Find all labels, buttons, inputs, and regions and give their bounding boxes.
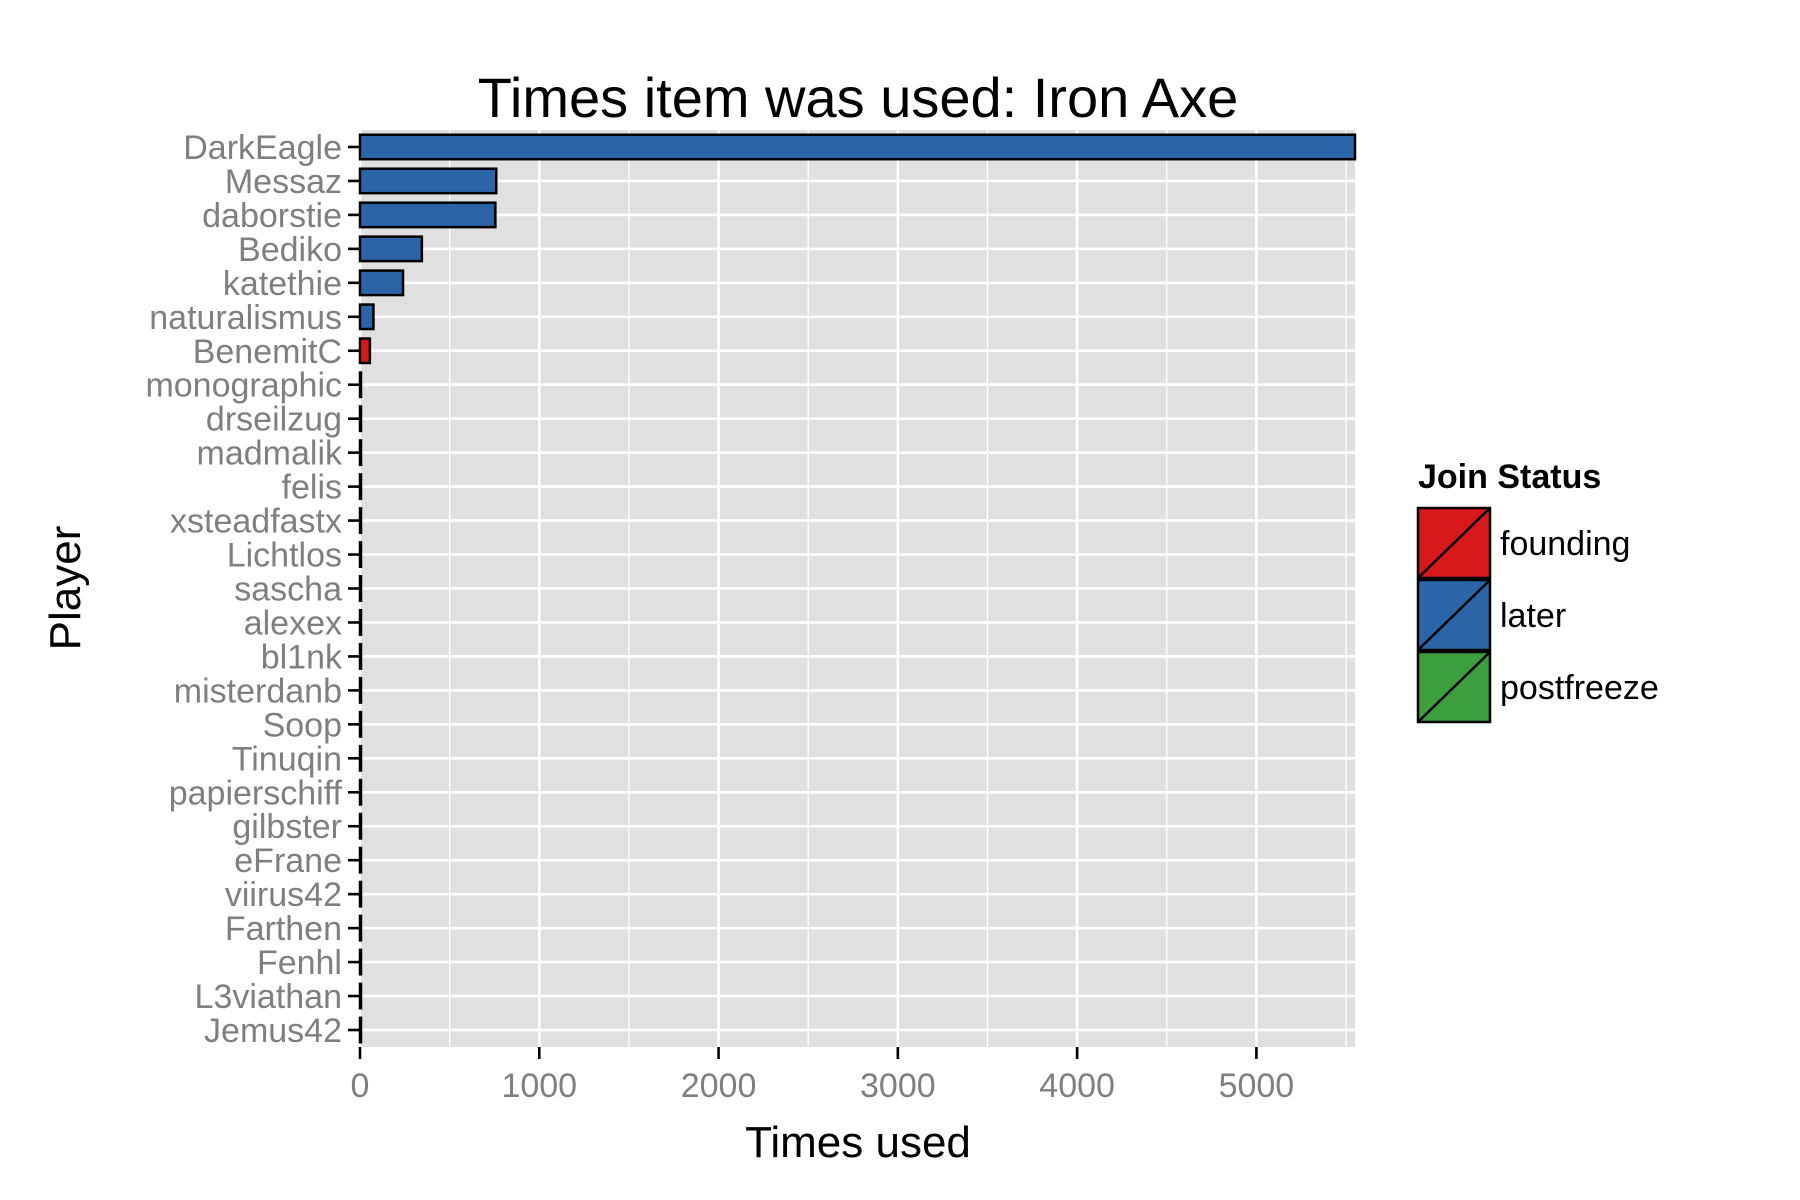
bar-Jemus42 <box>358 1016 363 1044</box>
bar-viirus42 <box>358 880 363 908</box>
legend-label: founding <box>1500 525 1630 563</box>
y-tick-label: drseilzug <box>206 401 342 439</box>
y-tick-label: felis <box>282 469 342 507</box>
bar-Soop <box>358 710 363 738</box>
y-tick-label: madmalik <box>197 435 343 473</box>
bar-naturalismus <box>358 303 375 331</box>
legend-label: later <box>1500 597 1566 635</box>
legend-title: Join Status <box>1418 458 1601 496</box>
bar-eFrane <box>358 846 363 874</box>
bar-Bediko <box>358 235 424 263</box>
y-tick-label: Bediko <box>238 231 342 269</box>
y-tick-label: naturalismus <box>149 299 342 337</box>
bar-madmalik <box>358 439 363 467</box>
y-tick-label: daborstie <box>202 197 342 235</box>
y-tick-label: misterdanb <box>174 672 342 710</box>
legend-key-slash <box>1417 507 1491 579</box>
x-tick-label: 3000 <box>860 1067 936 1105</box>
bar-bl1nk <box>358 642 363 670</box>
legend-label: postfreeze <box>1500 669 1659 707</box>
x-tick-label: 4000 <box>1039 1067 1115 1105</box>
bar-Messaz <box>358 167 498 195</box>
bar-BenemitC <box>358 337 372 365</box>
legend-key-slash <box>1417 651 1491 723</box>
bar-DarkEagle <box>358 133 1357 161</box>
y-tick-label: Soop <box>263 706 342 744</box>
y-tick-label: L3viathan <box>195 978 342 1016</box>
bar-papierschiff <box>358 778 363 806</box>
y-tick-label: alexex <box>244 604 342 642</box>
y-tick-label: Lichtlos <box>227 537 342 575</box>
x-axis: 0 1000 2000 3000 4000 5000 <box>351 1047 1295 1105</box>
grid-lines <box>358 130 1355 1047</box>
y-tick-label: Fenhl <box>257 944 342 982</box>
bar-Lichtlos <box>358 541 363 569</box>
y-tick-label: katethie <box>223 265 342 303</box>
bar-misterdanb <box>358 676 363 704</box>
y-tick-label: Farthen <box>225 910 342 948</box>
legend-key-slash <box>1417 579 1491 651</box>
x-tick-label: 1000 <box>501 1067 577 1105</box>
y-tick-label: eFrane <box>234 842 342 880</box>
x-tick-label: 5000 <box>1219 1067 1295 1105</box>
y-tick-label: Tinuqin <box>232 740 342 778</box>
bar-L3viathan <box>358 982 363 1010</box>
bar-Fenhl <box>358 948 363 976</box>
bar-sascha <box>358 575 363 602</box>
bar-felis <box>358 473 363 501</box>
y-tick-label: sascha <box>234 571 342 609</box>
bar-xsteadfastx <box>358 507 363 535</box>
bars <box>358 133 1357 1044</box>
y-tick-label: viirus42 <box>225 876 342 914</box>
y-tick-label: monographic <box>145 367 342 405</box>
bar-daborstie <box>358 201 497 229</box>
y-axis: DarkEagleMessazdaborstieBedikokatethiena… <box>145 129 360 1050</box>
y-tick-label: Messaz <box>225 163 342 201</box>
x-tick-label: 0 <box>351 1067 370 1105</box>
y-tick-label: BenemitC <box>193 333 342 371</box>
y-axis-title: Player <box>41 526 90 651</box>
bar-gilbster <box>358 812 363 840</box>
bar-monographic <box>358 371 363 399</box>
bar-Farthen <box>358 914 363 942</box>
y-tick-label: bl1nk <box>261 638 343 676</box>
chart-title: Times item was used: Iron Axe <box>478 66 1238 129</box>
bar-alexex <box>358 608 363 636</box>
bar-katethie <box>358 269 405 297</box>
bar-Tinuqin <box>358 744 363 772</box>
x-axis-title: Times used <box>745 1118 971 1167</box>
y-tick-label: xsteadfastx <box>170 503 342 541</box>
y-tick-label: papierschiff <box>169 774 343 812</box>
bar-drseilzug <box>358 405 363 433</box>
legend: Join Status founding later postfreeze <box>1416 458 1659 724</box>
y-tick-label: gilbster <box>232 808 342 846</box>
y-tick-label: Jemus42 <box>204 1012 342 1050</box>
y-tick-label: DarkEagle <box>183 129 342 167</box>
x-tick-label: 2000 <box>681 1067 757 1105</box>
